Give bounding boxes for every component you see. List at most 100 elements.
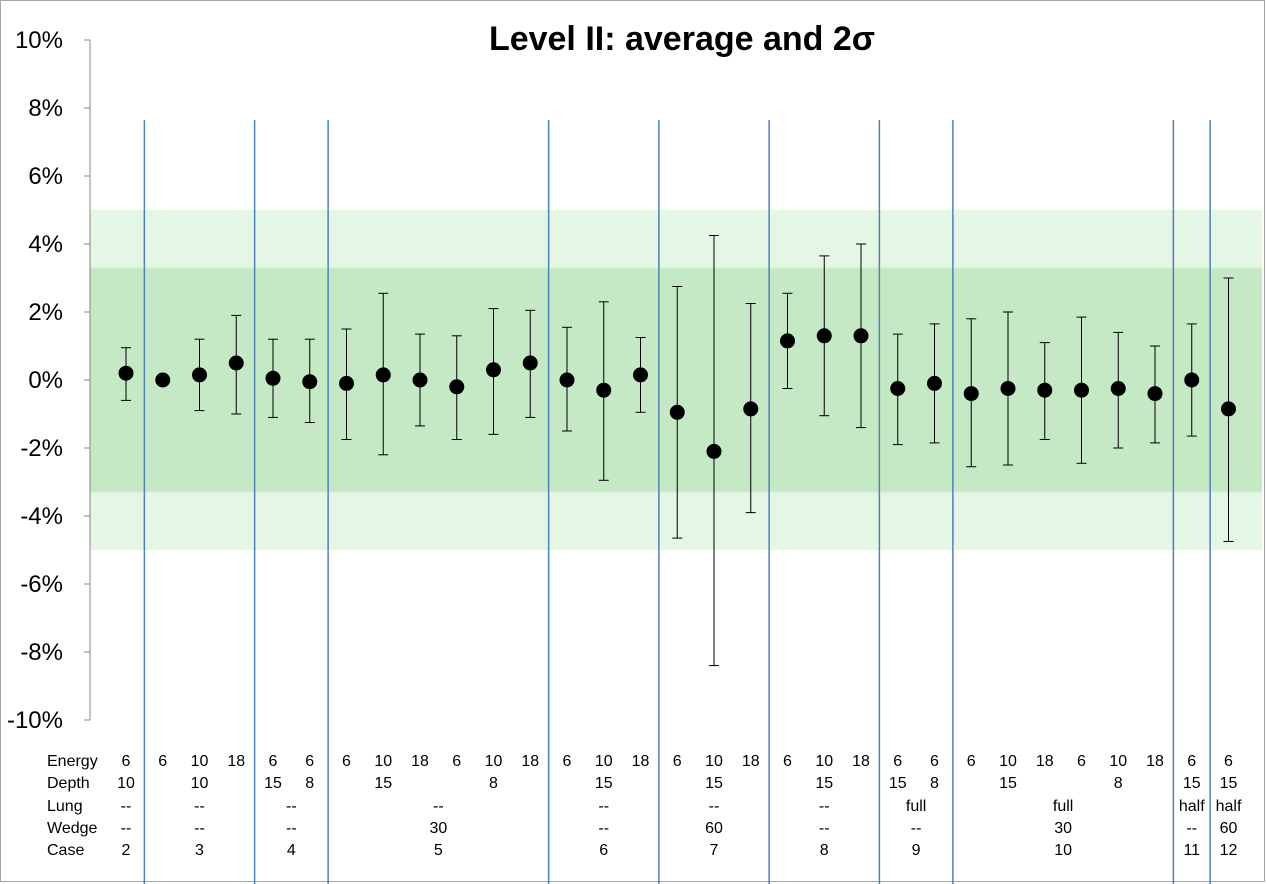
lung-label: full [906,798,926,815]
depth-label: 15 [999,775,1017,792]
energy-label: 6 [673,753,682,770]
depth-label: 8 [930,775,939,792]
data-point [155,372,171,388]
data-point [1184,372,1200,388]
data-point [1074,382,1089,398]
energy-label: 18 [227,753,245,770]
case-label: 2 [122,842,131,859]
wedge-label: -- [286,820,297,837]
energy-label: 6 [269,753,278,770]
data-point [522,355,538,371]
case-label: 12 [1220,842,1238,859]
depth-label: 15 [889,775,907,792]
data-point [669,404,685,420]
band-inner [90,267,1262,493]
wedge-label: -- [598,820,609,837]
row-label-wedge: Wedge [47,820,98,837]
data-point [1221,401,1236,417]
chart-title: Level II: average and 2σ [489,20,875,58]
data-points [118,235,1236,667]
energy-label: 6 [1077,753,1086,770]
data-point [1110,381,1126,396]
data-point [228,355,244,371]
category-table: Energy Depth Lung Wedge Case 6 6 10 18 6 6 6 10 18 6 10… [47,753,1242,859]
energy-label: 18 [1036,753,1054,770]
row-label-case: Case [47,842,84,859]
energy-label: 6 [122,753,131,770]
group-separators [143,120,1211,884]
case-label: 10 [1054,842,1072,859]
data-point [559,372,575,388]
depth-label: 10 [117,775,135,792]
data-point [192,367,207,383]
case-label: 6 [599,842,608,859]
energy-label: 6 [563,753,572,770]
wedge-label: -- [194,820,205,837]
energy-label: 6 [783,753,792,770]
row-label-depth: Depth [47,775,90,792]
y-tick-label: -4% [20,503,63,530]
depth-label: 8 [489,775,498,792]
depth-label: 15 [1220,775,1238,792]
energy-label: 18 [852,753,870,770]
data-point [706,443,722,459]
y-tick-label: 4% [28,231,63,258]
data-point [1147,386,1163,402]
case-label: 8 [820,842,829,859]
depth-label: 15 [1183,775,1201,792]
depth-label: 15 [264,775,282,792]
y-tick-label: -6% [20,571,63,598]
data-point [1037,382,1053,398]
y-tick-label: -8% [20,639,63,666]
data-point [486,362,501,378]
data-point [633,367,648,383]
depth-label: 10 [191,775,209,792]
wedge-label: 30 [429,820,447,837]
lung-label: half [1216,798,1242,815]
energy-label: 18 [521,753,539,770]
depth-label: 15 [374,775,392,792]
row-label-energy: Energy [47,753,98,770]
y-tick-label: 0% [28,367,63,394]
data-point [375,367,391,383]
energy-label: 6 [1224,753,1233,770]
energy-label: 6 [158,753,167,770]
data-point [853,328,869,344]
lung-label: full [1053,798,1073,815]
lung-label: -- [598,798,609,815]
y-tick-label: 2% [28,299,63,326]
energy-label: 6 [342,753,351,770]
data-point [265,370,281,386]
energy-label: 18 [411,753,429,770]
energy-label: 10 [191,753,209,770]
depth-label: 15 [595,775,613,792]
wedge-label: 30 [1054,820,1072,837]
energy-label: 6 [893,753,902,770]
data-point [449,379,465,395]
case-label: 11 [1183,842,1200,859]
lung-label: -- [121,798,132,815]
case-label: 3 [195,842,204,859]
data-point [963,386,979,402]
data-point [1000,381,1016,396]
depth-label: 8 [305,775,314,792]
band-layer [90,210,1262,550]
row-label-lung: Lung [47,798,83,815]
y-tick-label: 10% [15,27,63,54]
energy-label: 10 [815,753,833,770]
case-label: 5 [434,842,443,859]
energy-label: 6 [967,753,976,770]
energy-label: 18 [632,753,650,770]
y-axis: 10% 8% 6% 4% 2% 0% -2% -4% -6% -8% -10% [7,27,91,734]
energy-label: 6 [305,753,314,770]
y-tick-label: 8% [28,95,63,122]
wedge-label: -- [1186,820,1197,837]
data-point [302,374,318,390]
energy-label: 10 [595,753,613,770]
case-label: 7 [710,842,719,859]
lung-label: half [1179,798,1205,815]
y-tick-label: 6% [28,163,63,190]
lung-label: -- [819,798,830,815]
